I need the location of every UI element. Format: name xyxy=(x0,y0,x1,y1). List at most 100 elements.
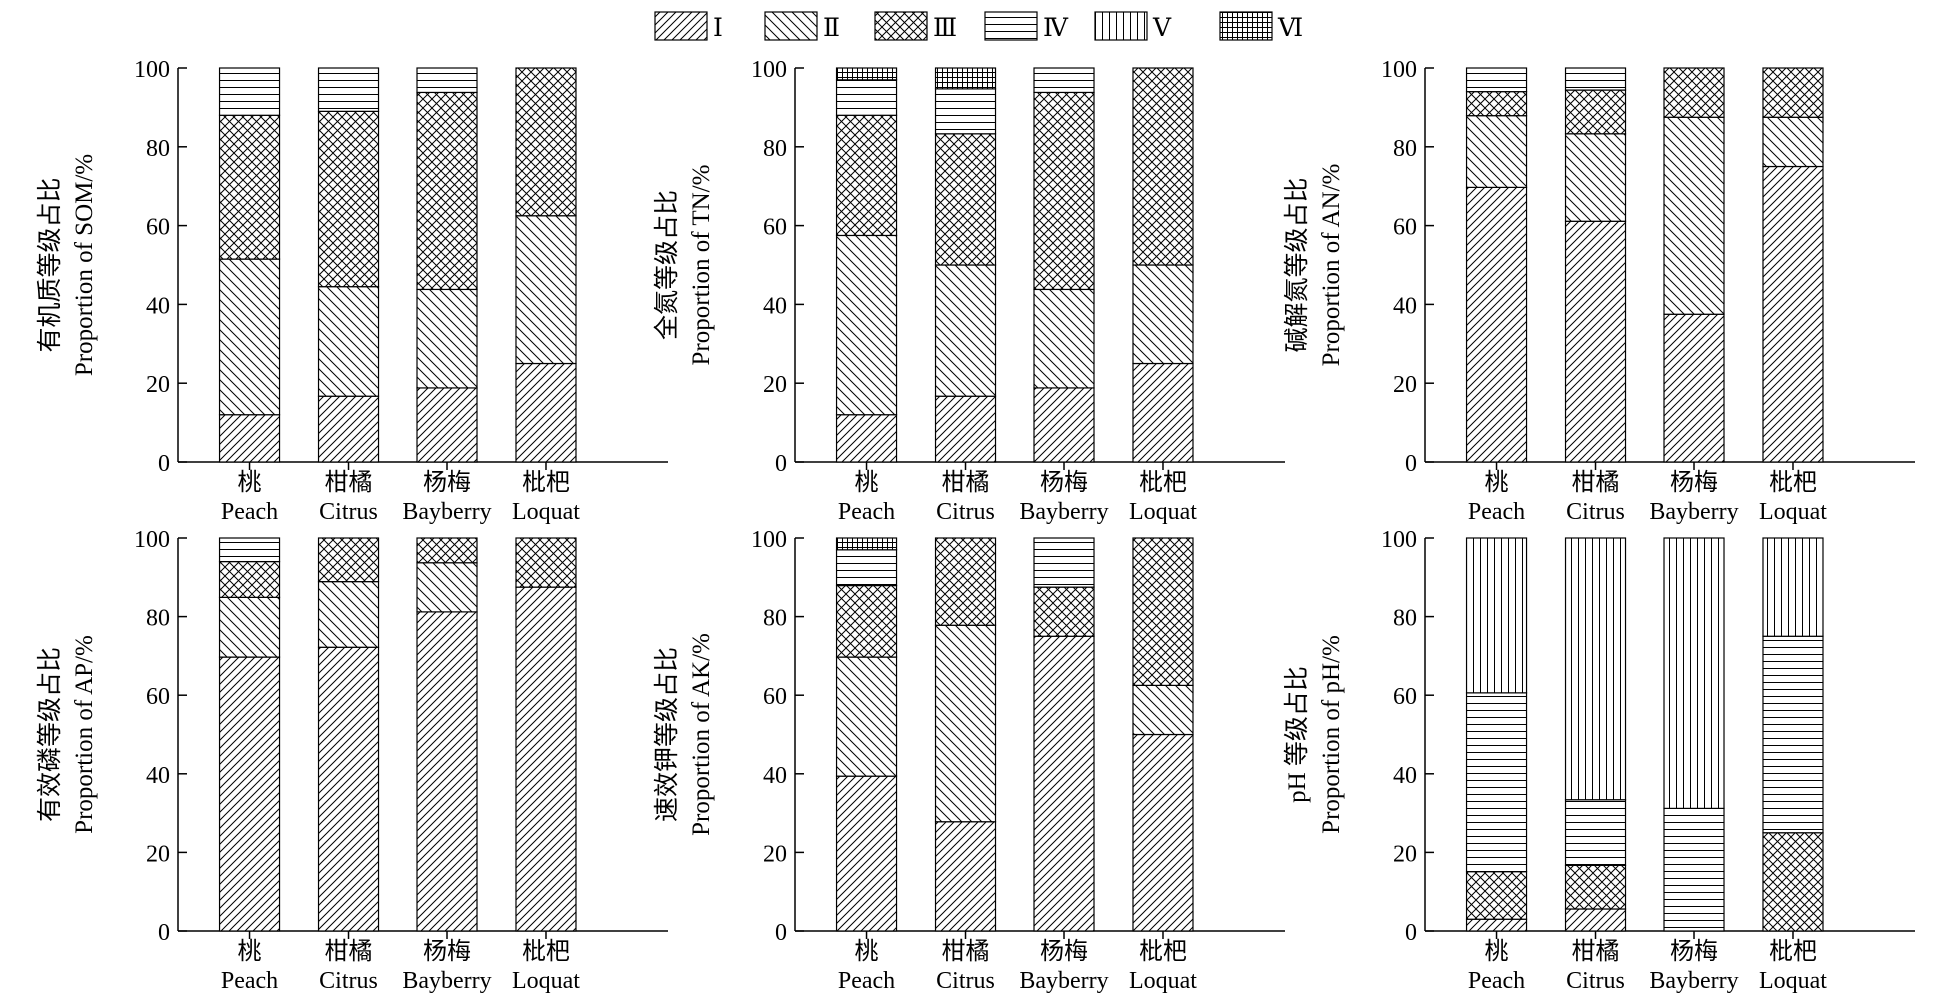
x-tick-label-en: Bayberry xyxy=(402,499,491,525)
bar-segment-citrus-grade-3 xyxy=(934,537,997,626)
x-tick-label-en: Peach xyxy=(838,968,895,994)
bar-segment-citrus-grade-1 xyxy=(1564,908,1627,932)
y-tick-label: 100 xyxy=(1381,57,1417,83)
bar-segment-citrus-grade-4 xyxy=(317,67,380,112)
legend-label-4: Ⅳ xyxy=(1043,15,1069,42)
x-tick-label-en: Citrus xyxy=(319,968,378,994)
x-tick-label-en: Bayberry xyxy=(1649,499,1738,525)
bar-segment-loquat-grade-5 xyxy=(1762,537,1824,637)
y-tick-label: 60 xyxy=(1393,684,1417,710)
bar-segment-bayberry-grade-3 xyxy=(1663,67,1725,118)
x-tick-label-cn: 柑橘 xyxy=(1572,938,1620,965)
x-tick-label-en: Citrus xyxy=(1566,968,1625,994)
bar-segment-peach-grade-2 xyxy=(835,234,898,416)
x-tick-label-en: Citrus xyxy=(1566,499,1625,525)
bar-segment-peach-grade-1 xyxy=(835,414,898,463)
x-tick-label-en: Bayberry xyxy=(1019,968,1108,994)
x-tick-label-cn: 桃 xyxy=(238,469,262,496)
x-tick-label-en: Loquat xyxy=(1129,968,1197,994)
legend-swatch-1 xyxy=(654,11,708,41)
bar-segment-citrus-grade-2 xyxy=(317,286,380,397)
bar-segment-peach-grade-4 xyxy=(218,537,281,563)
x-tick-label-cn: 桃 xyxy=(1485,469,1509,496)
y-tick-label: 100 xyxy=(751,527,787,553)
bar-segment-loquat-grade-3 xyxy=(1762,832,1824,932)
bar-segment-loquat-grade-3 xyxy=(515,537,577,588)
chart-panel-5: 0 20 40 60 80 100 速效钾等级占比 Proportion of AK/% 桃 Pe… xyxy=(653,527,1285,994)
y-tick-label: 40 xyxy=(1393,293,1417,319)
x-tick-label-cn: 杨梅 xyxy=(1040,938,1088,965)
y-tick-label: 20 xyxy=(763,372,787,398)
bar-segment-citrus-grade-3 xyxy=(1564,89,1627,135)
x-tick-label-en: Loquat xyxy=(512,968,580,994)
bar-segment-peach-grade-3 xyxy=(218,560,281,598)
y-tick-label: 20 xyxy=(146,372,170,398)
y-tick-label: 100 xyxy=(1381,527,1417,553)
bar-segment-citrus-grade-3 xyxy=(317,537,380,583)
legend-label-3: Ⅲ xyxy=(933,15,957,42)
x-tick-label-cn: 枇杷 xyxy=(1769,469,1817,496)
y-tick-label: 0 xyxy=(775,920,787,946)
x-tick-label-en: Loquat xyxy=(1759,499,1827,525)
bar-segment-bayberry-grade-5 xyxy=(1663,537,1725,809)
bar-segment-loquat-grade-3 xyxy=(1132,67,1194,266)
bar-segment-citrus-grade-5 xyxy=(1564,537,1627,801)
x-tick-label-cn: 柑橘 xyxy=(1572,469,1620,496)
y-axis-label-cn: 有效磷等级占比 xyxy=(36,647,64,822)
bar-segment-bayberry-grade-2 xyxy=(416,562,478,613)
x-tick-label-en: Citrus xyxy=(319,499,378,525)
bar-segment-loquat-grade-1 xyxy=(1132,362,1194,463)
x-tick-label-cn: 柑橘 xyxy=(325,469,373,496)
bar-segment-peach-grade-3 xyxy=(835,584,898,658)
bar-segment-peach-grade-2 xyxy=(218,258,281,416)
bar-segment-citrus-grade-3 xyxy=(1564,864,1627,910)
y-tick-label: 100 xyxy=(751,57,787,83)
y-tick-label: 80 xyxy=(146,606,170,632)
bar-segment-loquat-grade-2 xyxy=(515,215,577,365)
y-tick-label: 80 xyxy=(763,136,787,162)
x-tick-label-cn: 枇杷 xyxy=(1139,938,1187,965)
chart-panel-4: 0 20 40 60 80 100 有效磷等级占比 Proportion of AP/% 桃 Pe… xyxy=(36,527,668,994)
x-tick-label-cn: 柑橘 xyxy=(942,469,990,496)
bar-segment-bayberry-grade-3 xyxy=(1033,586,1095,637)
bar-segment-peach-grade-1 xyxy=(1465,186,1528,463)
y-axis-label-cn: pH 等级占比 xyxy=(1283,666,1311,803)
bar-segment-loquat-grade-3 xyxy=(1762,67,1824,118)
y-axis-label-en: Proportion of SOM/% xyxy=(71,154,98,376)
bar-segment-peach-grade-6 xyxy=(835,537,898,551)
y-tick-label: 40 xyxy=(763,763,787,789)
bar-segment-peach-grade-6 xyxy=(835,67,898,81)
bar-segment-peach-grade-2 xyxy=(835,656,898,777)
bar-segment-citrus-grade-1 xyxy=(934,395,997,463)
bar-segment-bayberry-grade-1 xyxy=(1033,635,1095,932)
y-tick-label: 20 xyxy=(763,841,787,867)
bar-segment-loquat-grade-2 xyxy=(1132,684,1194,736)
bar-segment-loquat-grade-1 xyxy=(1762,165,1824,463)
y-tick-label: 20 xyxy=(1393,372,1417,398)
bar-segment-bayberry-grade-2 xyxy=(1663,116,1725,315)
bar-segment-peach-grade-3 xyxy=(835,114,898,237)
bar-segment-loquat-grade-2 xyxy=(1132,264,1194,365)
x-tick-label-cn: 柑橘 xyxy=(325,938,373,965)
x-tick-label-cn: 杨梅 xyxy=(423,938,471,965)
y-tick-label: 100 xyxy=(134,527,170,553)
bar-segment-bayberry-grade-2 xyxy=(1033,288,1095,389)
bar-segment-bayberry-grade-1 xyxy=(1033,387,1095,463)
y-axis-label-cn: 速效钾等级占比 xyxy=(653,647,681,822)
x-tick-label-en: Citrus xyxy=(936,499,995,525)
y-axis-label-en: Proportion of AK/% xyxy=(688,633,715,836)
y-axis-label-cn: 全氮等级占比 xyxy=(653,190,681,340)
legend: Ⅰ Ⅱ Ⅲ Ⅳ Ⅴ Ⅵ xyxy=(654,11,1303,42)
x-tick-label-cn: 桃 xyxy=(855,469,879,496)
bar-segment-peach-grade-3 xyxy=(218,114,281,260)
bar-segment-peach-grade-1 xyxy=(835,775,898,932)
legend-label-5: Ⅴ xyxy=(1152,15,1172,42)
bar-segment-citrus-grade-2 xyxy=(934,264,997,397)
bar-segment-citrus-grade-3 xyxy=(934,133,997,266)
bar-segment-bayberry-grade-4 xyxy=(1033,67,1095,94)
y-tick-label: 80 xyxy=(146,136,170,162)
bar-segment-bayberry-grade-1 xyxy=(1663,313,1725,463)
y-axis-label-en: Proportion of AP/% xyxy=(71,635,98,834)
x-tick-label-cn: 杨梅 xyxy=(1670,938,1718,965)
